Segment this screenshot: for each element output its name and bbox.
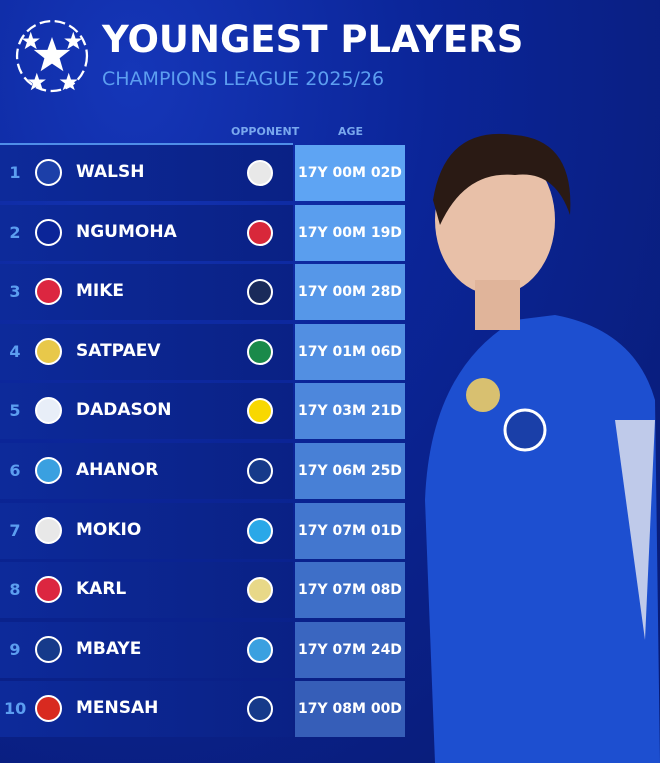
rank: 2 (9, 222, 21, 242)
leverkusen-badge-icon (35, 695, 62, 723)
table-row: 2 NGUMOHA 17Y 00M 19D (0, 204, 405, 261)
column-header-age: AGE (338, 125, 364, 138)
kairat-badge-icon (35, 337, 62, 365)
rank: 8 (9, 580, 21, 600)
table-row: 5 DADASON 17Y 03M 21D (0, 383, 405, 440)
psg-badge-icon (35, 635, 62, 663)
player-age: 17Y 00M 02D (295, 145, 405, 201)
rank: 6 (9, 461, 21, 480)
table-row: 9 MBAYE 17Y 07M 24D (0, 621, 405, 678)
psg-badge-icon (247, 696, 273, 723)
player-name: MIKE (76, 281, 125, 302)
club-brugge-badge-icon (247, 279, 273, 306)
player-name: AHANOR (76, 460, 159, 480)
bayern-badge-icon (35, 576, 62, 604)
player-age: 17Y 07M 08D (295, 562, 405, 619)
player-age: 17Y 06M 25D (295, 443, 405, 499)
player-age: 17Y 07M 01D (295, 502, 405, 559)
ajax-badge-icon (35, 516, 62, 544)
player-name: SATPAEV (76, 340, 161, 361)
table-row: 3 MIKE 17Y 00M 28D (0, 264, 405, 321)
rank: 1 (9, 163, 21, 182)
player-name: MOKIO (76, 519, 142, 540)
player-age: 17Y 03M 21D (295, 383, 405, 440)
dortmund-badge-icon (247, 398, 273, 425)
atalanta-badge-icon (247, 636, 273, 663)
rank: 5 (9, 401, 21, 421)
player-age: 17Y 08M 00D (295, 681, 405, 738)
copenhagen-badge-icon (35, 397, 62, 425)
player-age: 17Y 00M 19D (295, 204, 405, 261)
table-row: 6 AHANOR 17Y 06M 25D (0, 443, 405, 499)
rank: 9 (9, 639, 21, 659)
table-row: 7 MOKIO 17Y 07M 01D (0, 502, 405, 559)
player-name: WALSH (76, 162, 145, 182)
player-name: NGUMOHA (76, 221, 177, 242)
pafos-badge-icon (247, 577, 273, 604)
player-name: KARL (76, 579, 127, 600)
bayern-badge-icon (35, 278, 62, 306)
rank: 7 (9, 520, 21, 540)
player-name: MENSAH (76, 698, 159, 719)
atalanta-badge-icon (35, 457, 62, 484)
page-subtitle: CHAMPIONS LEAGUE 2025/26 (102, 68, 385, 90)
psg-badge-icon (247, 458, 273, 484)
atletico-madrid-badge-icon (247, 219, 273, 246)
player-age: 17Y 00M 28D (295, 264, 405, 321)
rank: 3 (9, 282, 21, 302)
table-row: 10 MENSAH 17Y 08M 00D (0, 681, 405, 738)
ajax-badge-icon (247, 160, 273, 186)
marseille-badge-icon (247, 517, 273, 544)
champions-league-starball-icon (15, 19, 89, 93)
chelsea-badge-icon (35, 159, 62, 186)
column-header-opponent: OPPONENT (231, 125, 300, 138)
divider (0, 143, 293, 145)
player-name: MBAYE (76, 638, 142, 659)
player-name: DADASON (76, 400, 172, 421)
player-photo (425, 133, 660, 763)
rank: 10 (4, 699, 27, 719)
sporting-badge-icon (247, 338, 273, 365)
table-row: 8 KARL 17Y 07M 08D (0, 562, 405, 619)
rank: 4 (9, 341, 21, 361)
table-row: 4 SATPAEV 17Y 01M 06D (0, 323, 405, 380)
table-row: 1 WALSH 17Y 00M 02D (0, 145, 405, 201)
player-age: 17Y 01M 06D (295, 323, 405, 380)
liverpool-badge-icon (35, 218, 62, 246)
player-age: 17Y 07M 24D (295, 621, 405, 678)
page-title: YOUNGEST PLAYERS (102, 18, 524, 61)
